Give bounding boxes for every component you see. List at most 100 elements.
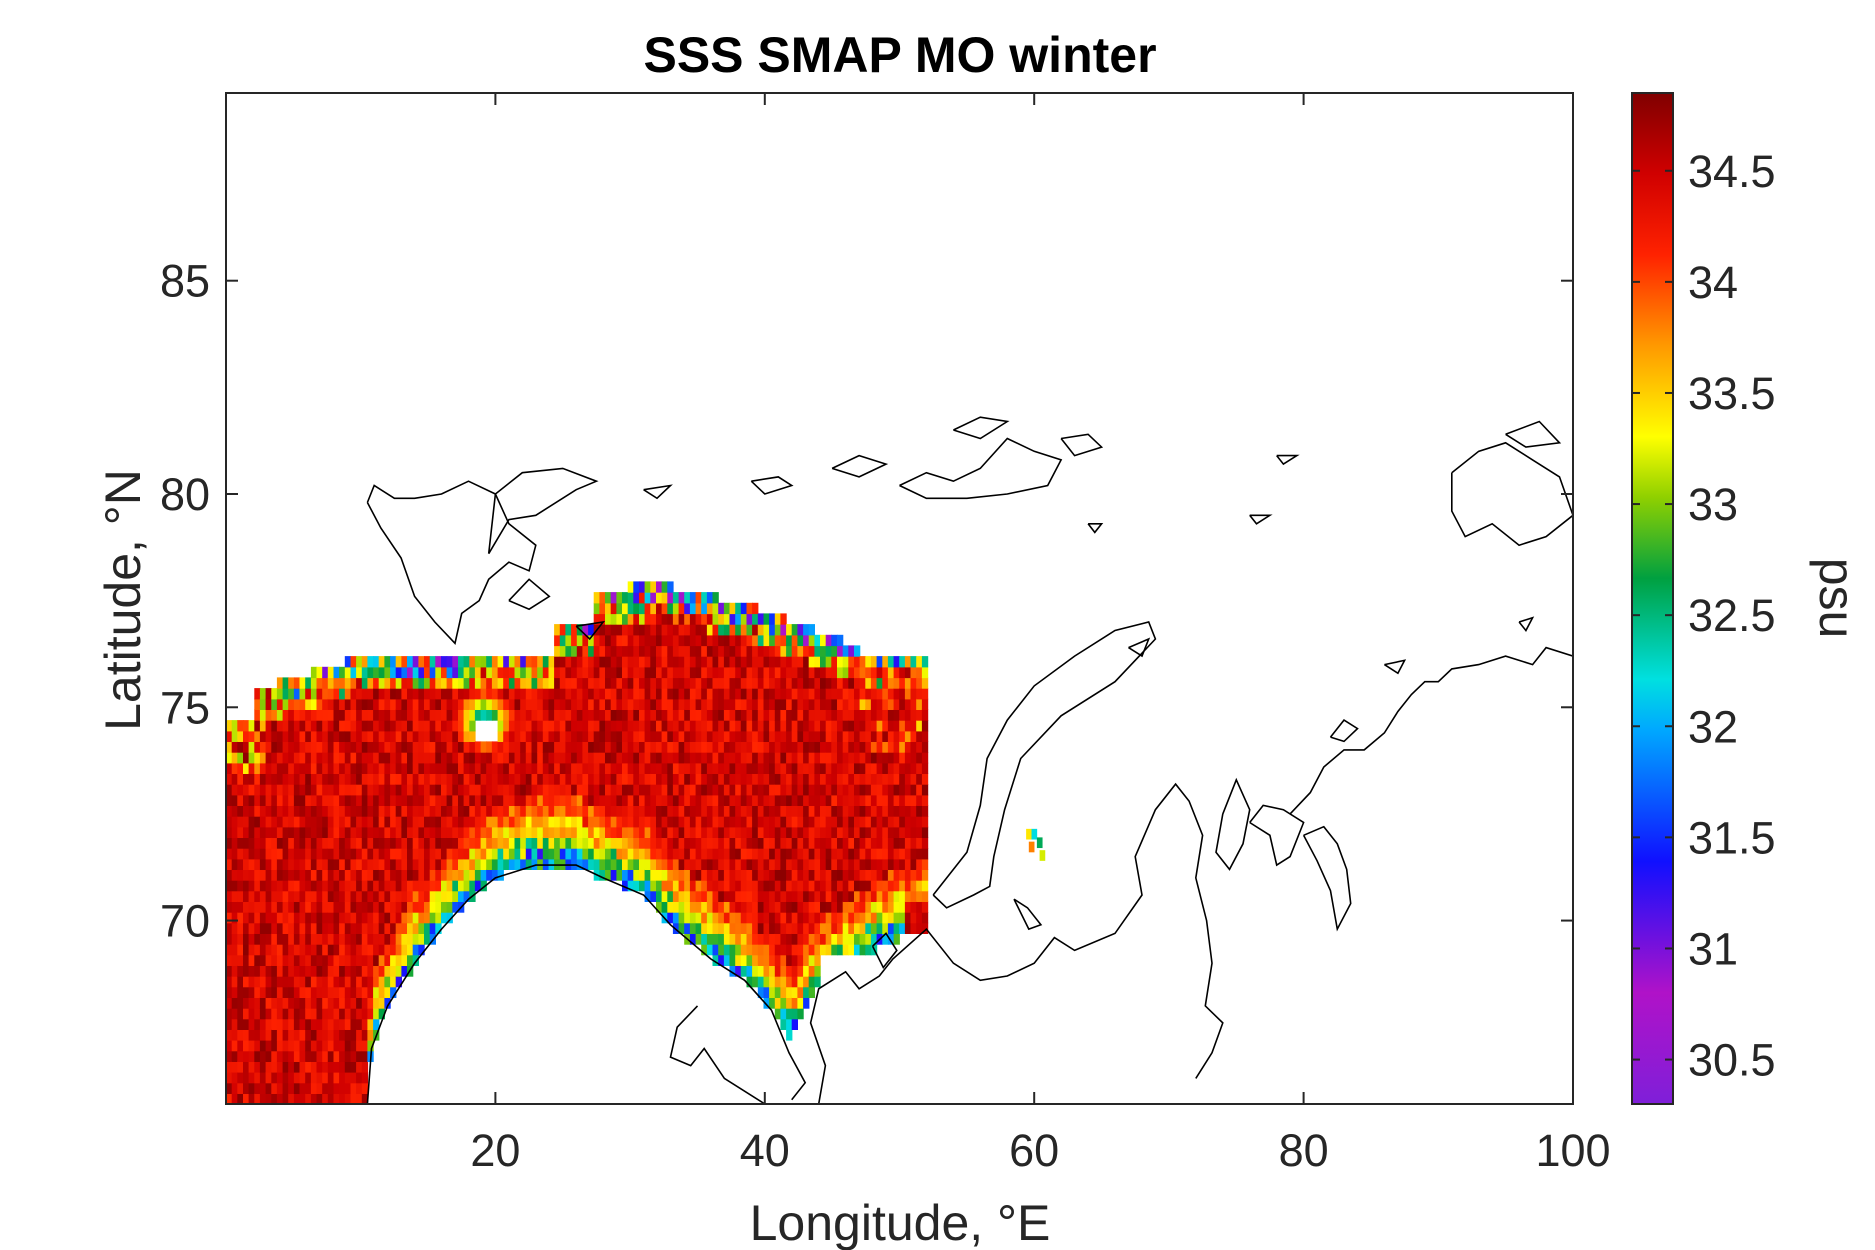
salinity-cell <box>350 720 357 732</box>
salinity-cell <box>899 912 906 924</box>
salinity-cell <box>565 762 572 774</box>
salinity-cell <box>582 634 589 647</box>
salinity-cell <box>265 890 272 902</box>
salinity-cell <box>435 762 442 774</box>
salinity-cell <box>322 752 329 764</box>
salinity-cell <box>752 677 759 689</box>
salinity-cell <box>842 688 849 700</box>
salinity-cell <box>333 901 340 913</box>
salinity-cell <box>740 634 748 647</box>
salinity-cell <box>259 965 267 977</box>
salinity-cell <box>865 730 872 742</box>
salinity-cell <box>254 912 261 924</box>
salinity-cell <box>554 848 561 860</box>
salinity-cell <box>582 688 589 700</box>
salinity-cell <box>429 869 436 881</box>
salinity-cell <box>865 901 872 913</box>
salinity-cell <box>384 880 391 892</box>
salinity-cell <box>243 1029 250 1041</box>
salinity-cell <box>435 656 442 668</box>
salinity-cell <box>678 677 685 689</box>
salinity-cell <box>639 784 646 796</box>
salinity-cell <box>305 1072 312 1084</box>
salinity-cell <box>735 624 742 636</box>
salinity-cell <box>537 666 544 679</box>
salinity-cell <box>701 730 708 742</box>
salinity-cell <box>797 869 804 881</box>
salinity-cell <box>1031 828 1038 840</box>
salinity-cell <box>921 730 929 742</box>
salinity-cell <box>254 933 261 945</box>
salinity-cell <box>344 805 352 817</box>
salinity-cell <box>401 784 408 796</box>
salinity-cell <box>706 730 714 742</box>
salinity-cell <box>610 592 617 604</box>
salinity-cell <box>735 826 742 838</box>
salinity-cell <box>463 773 470 785</box>
salinity-cell <box>650 602 657 615</box>
salinity-cell <box>373 784 380 796</box>
salinity-cell <box>820 912 827 924</box>
salinity-cell <box>373 944 380 956</box>
salinity-cell <box>339 1018 346 1030</box>
salinity-cell <box>469 709 476 721</box>
salinity-cell <box>780 890 787 902</box>
salinity-cell <box>254 880 261 892</box>
salinity-cell <box>469 880 476 892</box>
salinity-cell <box>599 858 606 870</box>
salinity-cell <box>401 741 408 753</box>
salinity-cell <box>474 688 482 700</box>
salinity-cell <box>565 698 572 710</box>
salinity-cell <box>921 858 929 870</box>
salinity-cell <box>803 645 810 657</box>
salinity-cell <box>803 848 810 860</box>
salinity-cell <box>797 645 804 657</box>
salinity-cell <box>786 954 793 966</box>
salinity-cell <box>633 624 640 636</box>
salinity-cell <box>480 848 487 860</box>
salinity-cell <box>808 912 815 924</box>
salinity-cell <box>316 1018 323 1030</box>
salinity-cell <box>542 752 550 764</box>
salinity-cell <box>237 848 244 860</box>
salinity-cell <box>231 773 238 785</box>
salinity-cell <box>356 997 363 1009</box>
salinity-cell <box>706 762 714 774</box>
salinity-cell <box>729 645 736 657</box>
salinity-cell <box>757 986 765 998</box>
salinity-cell <box>678 698 685 710</box>
salinity-cell <box>916 794 923 806</box>
salinity-cell <box>316 837 323 849</box>
salinity-cell <box>678 901 685 913</box>
salinity-cell <box>503 677 510 689</box>
salinity-cell <box>870 826 878 838</box>
salinity-cell <box>899 730 906 742</box>
colorbar-tick-label: 33 <box>1688 479 1738 530</box>
salinity-cell <box>695 645 702 657</box>
salinity-cell <box>310 1029 318 1041</box>
salinity-cell <box>876 922 883 934</box>
salinity-cell <box>916 880 923 892</box>
salinity-cell <box>435 837 442 849</box>
salinity-cell <box>373 997 380 1009</box>
salinity-cell <box>854 901 861 913</box>
salinity-cell <box>288 997 295 1009</box>
salinity-cell <box>791 933 798 945</box>
salinity-cell <box>441 837 448 849</box>
salinity-cell <box>344 688 352 700</box>
salinity-cell <box>622 858 629 870</box>
salinity-cell <box>226 933 233 945</box>
salinity-cell <box>548 698 555 710</box>
salinity-cell <box>588 656 595 668</box>
salinity-cell <box>684 805 691 817</box>
salinity-cell <box>361 1029 369 1041</box>
salinity-cell <box>588 762 595 774</box>
salinity-cell <box>322 1061 329 1073</box>
salinity-cell <box>786 912 793 924</box>
salinity-cell <box>656 688 663 700</box>
salinity-cell <box>848 762 855 774</box>
salinity-cell <box>486 805 493 817</box>
salinity-cell <box>418 933 425 945</box>
salinity-cell <box>689 848 697 860</box>
salinity-cell <box>327 901 335 913</box>
